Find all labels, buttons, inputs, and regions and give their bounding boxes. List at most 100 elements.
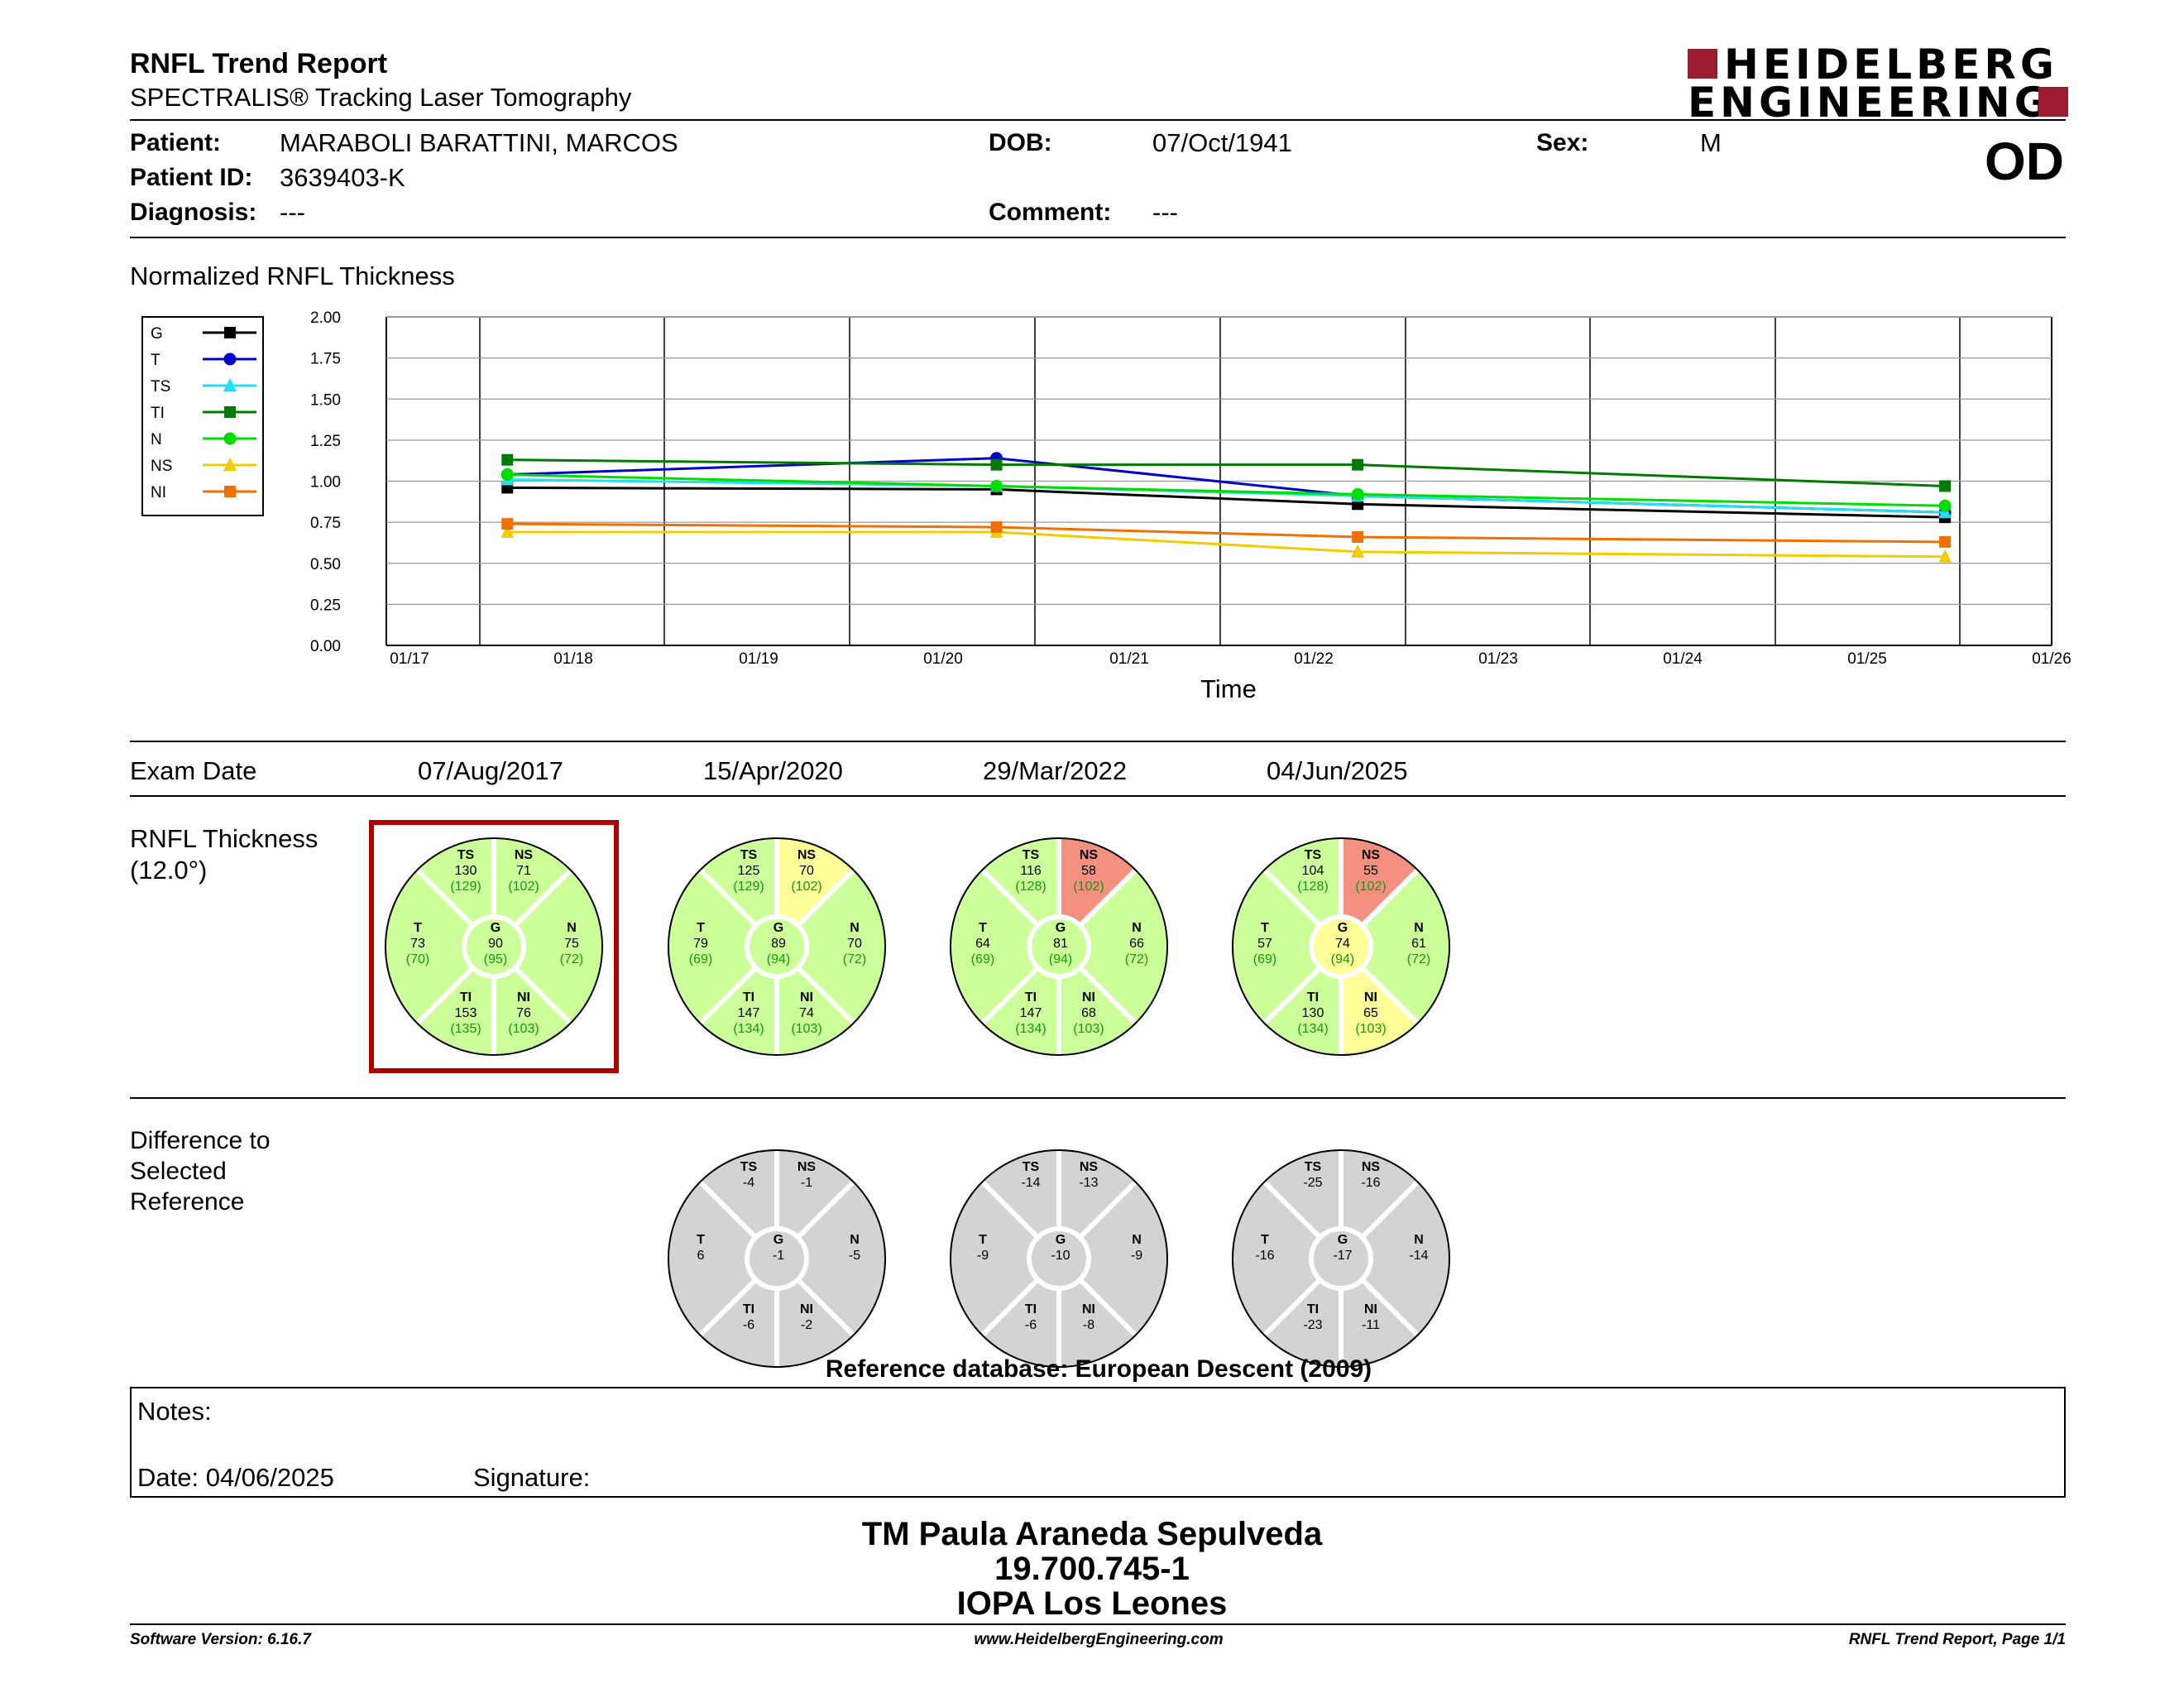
y-tick-label: 0.75	[310, 515, 341, 532]
operator-id: 19.700.745-1	[994, 1551, 1190, 1587]
sector-value-ts: 116	[1020, 864, 1042, 878]
sector-reference-g: (94)	[1049, 952, 1072, 966]
difference-circle-4[interactable]: TS -25 NS -16 T -16 G -17 N -14 TI -23 NI -11	[1232, 1149, 1450, 1368]
sector-n	[797, 1182, 884, 1335]
sector-name-ns: NS	[515, 848, 534, 862]
sector-value-ti: -6	[1025, 1318, 1037, 1332]
sector-value-t: -16	[1255, 1249, 1274, 1263]
sector-value-ti: 147	[1020, 1006, 1042, 1020]
sector-value-ts: 125	[738, 864, 760, 878]
website-link[interactable]: www.HeidelbergEngineering.com	[974, 1631, 1224, 1648]
sector-value-ts: 130	[455, 864, 477, 878]
outer-ring	[950, 837, 1168, 1056]
footer-divider	[130, 1623, 2066, 1625]
sector-ni	[1059, 967, 1135, 1054]
sector-ti	[418, 967, 494, 1054]
chart-divider	[130, 741, 2066, 742]
sector-ni	[1341, 1279, 1417, 1366]
sector-name-n: N	[1414, 1233, 1424, 1247]
sector-separator	[796, 1180, 855, 1240]
sector-name-ti: TI	[743, 990, 754, 1005]
inner-ring	[1027, 914, 1091, 979]
comment-value: ---	[1152, 198, 1178, 227]
selected-reference-frame[interactable]	[369, 820, 619, 1073]
difference-circle-3[interactable]: TS -14 NS -13 T -9 G -10 N -9 TI -6 NI -8	[950, 1149, 1168, 1368]
sector-name-n: N	[850, 921, 860, 935]
legend-marker-ts	[223, 378, 237, 391]
x-tick-label: 01/26	[2032, 650, 2071, 668]
sector-g	[747, 917, 807, 976]
sector-reference-ts: (129)	[450, 880, 481, 894]
eye-indicator: OD	[1985, 132, 2064, 191]
sector-value-ns: 71	[516, 864, 531, 878]
sector-t	[951, 870, 1038, 1023]
y-tick-label: 1.00	[310, 474, 341, 492]
sector-name-ns: NS	[1362, 1160, 1381, 1174]
legend-marker-g	[224, 327, 236, 338]
patient-name: MARABOLI BARATTINI, MARCOS	[280, 128, 678, 157]
sector-reference-ni: (103)	[1073, 1022, 1104, 1036]
sector-separator	[1078, 1180, 1138, 1240]
sector-reference-ns: (102)	[791, 880, 821, 894]
sector-g	[1029, 917, 1089, 976]
thickness-circle-1[interactable]: TS 130 (129) NS 71 (102) T 73(70) G 90(95) N 75(72)…	[385, 837, 603, 1056]
inner-ring	[1309, 914, 1373, 979]
y-tick-label: 1.25	[310, 433, 341, 450]
sector-value-n: -14	[1409, 1249, 1428, 1263]
header-divider	[130, 119, 2066, 121]
sector-ts	[418, 839, 494, 926]
sector-name-t: T	[1261, 921, 1269, 935]
sector-value-t: -9	[977, 1249, 989, 1263]
notes-date: Date: 04/06/2025	[137, 1463, 334, 1492]
legend-label-n: N	[151, 431, 162, 448]
x-tick-label: 01/25	[1847, 650, 1887, 668]
sector-value-n: 61	[1411, 937, 1426, 951]
thickness-circle-2[interactable]: TS125(129)NS70(102)T79(69)G89(94)N70(72)…	[668, 837, 886, 1056]
sector-value-ns: -1	[801, 1176, 812, 1190]
data-point-ti	[1939, 480, 1952, 492]
sector-name-ni: NI	[517, 990, 530, 1005]
sector-value-ni: -2	[801, 1318, 812, 1332]
sector-name-ni: NI	[1082, 990, 1095, 1005]
sector-name-t: T	[697, 921, 705, 935]
data-point-ns	[1351, 544, 1365, 558]
sector-ts	[983, 1151, 1059, 1238]
sector-separator	[415, 966, 475, 1025]
thickness-circle-3[interactable]: TS 116 (128) NS 58 (102) T 64(69) G 81(94) N 66(72)…	[950, 837, 1168, 1056]
sector-separator	[415, 868, 475, 928]
sector-t	[1233, 1182, 1320, 1335]
sector-g	[747, 1229, 807, 1288]
sector-reference-ti: (134)	[1015, 1022, 1046, 1036]
diagnosis-label: Diagnosis:	[130, 199, 257, 226]
sector-ni	[777, 967, 853, 1054]
sector-name-ns: NS	[1080, 1160, 1099, 1174]
sector-separator	[1078, 1278, 1138, 1337]
sector-separator	[980, 966, 1040, 1025]
sector-separator	[513, 868, 572, 928]
report-subtitle: SPECTRALIS® Tracking Laser Tomography	[130, 83, 632, 112]
sector-ni	[1059, 1279, 1135, 1366]
series-line-ti	[507, 458, 1946, 487]
sector-reference-g: (94)	[767, 952, 790, 966]
sector-ni	[1341, 967, 1417, 1054]
inner-ring	[1027, 1226, 1091, 1291]
report-title: RNFL Trend Report	[130, 48, 388, 79]
sector-name-t: T	[979, 921, 987, 935]
logo-line-2: ENGINEERING	[1688, 79, 2052, 127]
sector-ti	[983, 1279, 1059, 1366]
sector-value-ni: 74	[799, 1006, 814, 1020]
sector-reference-ts: (128)	[1297, 880, 1328, 894]
sector-name-g: G	[774, 921, 783, 935]
sector-name-ns: NS	[1080, 848, 1099, 862]
thickness-circle-4[interactable]: TS 104 (128) NS 55 (102) T 57(69) G 74(94) N 61(72)…	[1232, 837, 1450, 1056]
difference-circle-2[interactable]: TS -4 NS -1 T 6 G -1 N -5 TI -6 NI -2	[668, 1149, 886, 1368]
patient-divider	[130, 237, 2066, 238]
sector-name-ts: TS	[1023, 848, 1040, 862]
legend-marker-t	[223, 352, 237, 366]
patient-id-label: Patient ID:	[130, 164, 253, 191]
notes-box[interactable]: Notes: Date: 04/06/2025 Signature:	[130, 1387, 2066, 1498]
data-point-ni	[990, 521, 1003, 534]
sector-name-t: T	[697, 1233, 705, 1247]
sector-reference-ts: (128)	[1015, 880, 1046, 894]
sector-t	[951, 1182, 1038, 1335]
